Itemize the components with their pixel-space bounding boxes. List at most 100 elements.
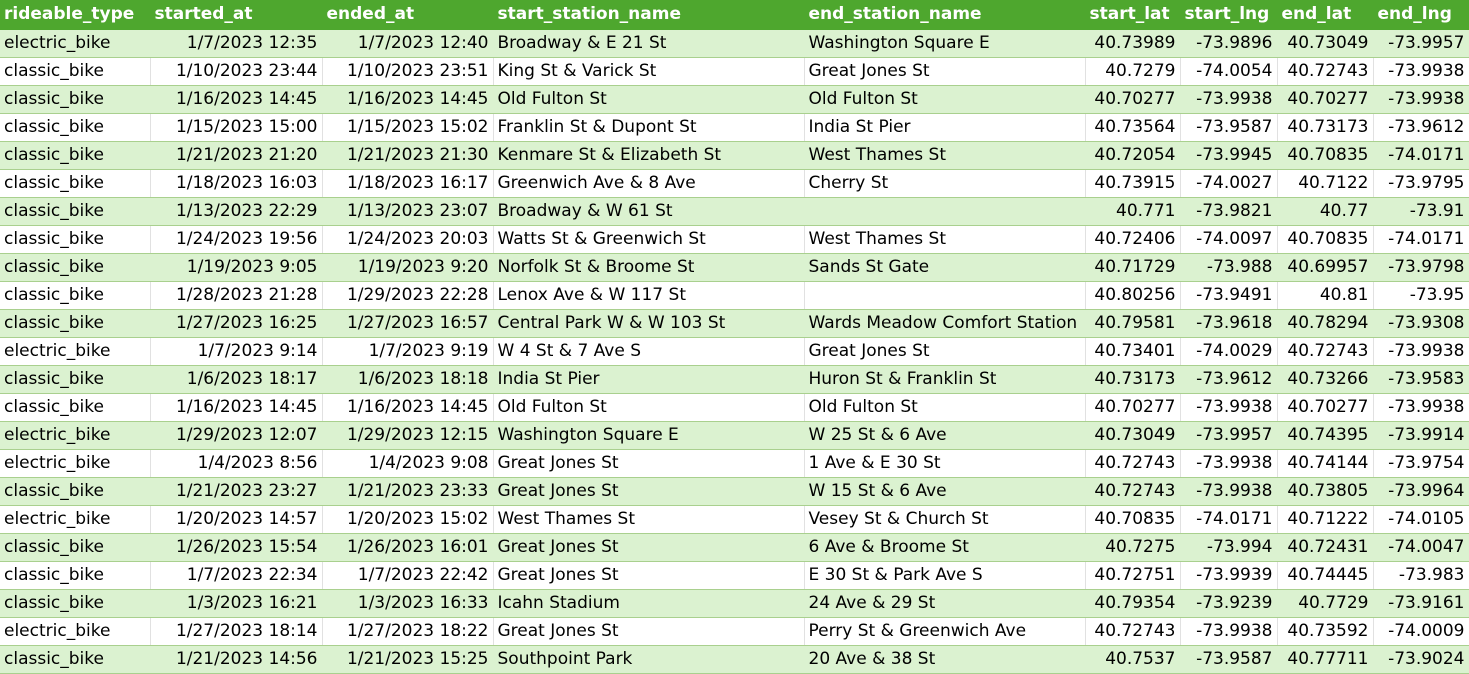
start-lng-cell[interactable]: -73.9938 — [1180, 393, 1278, 422]
end-lat-cell[interactable]: 40.7122 — [1277, 169, 1374, 198]
end-lat-cell[interactable]: 40.73049 — [1277, 29, 1374, 58]
end-lat-cell[interactable]: 40.73805 — [1277, 477, 1374, 506]
start-lat-cell[interactable]: 40.79354 — [1085, 589, 1181, 618]
start-station-name-cell[interactable]: Lenox Ave & W 117 St — [493, 281, 805, 310]
end-lng-cell[interactable]: -73.9754 — [1373, 449, 1469, 478]
start-station-name-cell[interactable]: Great Jones St — [493, 477, 805, 506]
end-lat-cell[interactable]: 40.74395 — [1277, 421, 1374, 450]
end-lng-cell[interactable]: -73.9612 — [1373, 113, 1469, 142]
start-lng-cell[interactable]: -74.0029 — [1180, 337, 1278, 366]
started-at-cell[interactable]: 1/7/2023 22:34 — [150, 561, 323, 590]
end-station-name-cell[interactable]: 6 Ave & Broome St — [804, 533, 1086, 562]
rideable-type-cell[interactable]: classic_bike — [0, 57, 151, 86]
start-station-name-cell[interactable]: West Thames St — [493, 505, 805, 534]
start-station-name-cell[interactable]: Great Jones St — [493, 561, 805, 590]
ended-at-cell[interactable]: 1/6/2023 18:18 — [322, 365, 494, 394]
start-lng-cell[interactable]: -73.9938 — [1180, 477, 1278, 506]
end-lat-cell[interactable]: 40.69957 — [1277, 253, 1374, 282]
end-lng-cell[interactable]: -74.0171 — [1373, 225, 1469, 254]
end-lng-cell[interactable]: -73.91 — [1373, 197, 1469, 226]
end-lat-cell[interactable]: 40.77 — [1277, 197, 1374, 226]
start-lng-cell[interactable]: -73.9939 — [1180, 561, 1278, 590]
start-lng-cell[interactable]: -73.9938 — [1180, 449, 1278, 478]
end-lng-cell[interactable]: -74.0105 — [1373, 505, 1469, 534]
start-lat-cell[interactable]: 40.7279 — [1085, 57, 1181, 86]
end-lat-cell[interactable]: 40.71222 — [1277, 505, 1374, 534]
start-station-name-cell[interactable]: Southpoint Park — [493, 645, 805, 674]
rideable-type-cell[interactable]: classic_bike — [0, 589, 151, 618]
started-at-cell[interactable]: 1/16/2023 14:45 — [150, 393, 323, 422]
start-lng-cell[interactable]: -73.9587 — [1180, 645, 1278, 674]
started-at-cell[interactable]: 1/13/2023 22:29 — [150, 197, 323, 226]
start-lng-cell[interactable]: -73.9491 — [1180, 281, 1278, 310]
ended-at-cell[interactable]: 1/10/2023 23:51 — [322, 57, 494, 86]
ended-at-cell[interactable]: 1/21/2023 21:30 — [322, 141, 494, 170]
start-station-name-cell[interactable]: Old Fulton St — [493, 85, 805, 114]
rideable-type-cell[interactable]: classic_bike — [0, 169, 151, 198]
start-lat-cell[interactable]: 40.771 — [1085, 197, 1181, 226]
start-lat-cell[interactable]: 40.7537 — [1085, 645, 1181, 674]
start-lat-cell[interactable]: 40.73915 — [1085, 169, 1181, 198]
end-station-name-cell[interactable]: Wards Meadow Comfort Station — [804, 309, 1086, 338]
ended-at-cell[interactable]: 1/13/2023 23:07 — [322, 197, 494, 226]
header-cell-end-station-name[interactable]: end_station_name — [804, 0, 1086, 30]
start-lng-cell[interactable]: -73.9239 — [1180, 589, 1278, 618]
rideable-type-cell[interactable]: classic_bike — [0, 253, 151, 282]
rideable-type-cell[interactable]: classic_bike — [0, 645, 151, 674]
rideable-type-cell[interactable]: classic_bike — [0, 225, 151, 254]
ended-at-cell[interactable]: 1/21/2023 23:33 — [322, 477, 494, 506]
end-lng-cell[interactable]: -73.9914 — [1373, 421, 1469, 450]
start-lng-cell[interactable]: -74.0097 — [1180, 225, 1278, 254]
started-at-cell[interactable]: 1/24/2023 19:56 — [150, 225, 323, 254]
start-lng-cell[interactable]: -73.9938 — [1180, 85, 1278, 114]
end-station-name-cell[interactable] — [804, 197, 1086, 226]
started-at-cell[interactable]: 1/20/2023 14:57 — [150, 505, 323, 534]
start-lat-cell[interactable]: 40.70277 — [1085, 393, 1181, 422]
end-lat-cell[interactable]: 40.73592 — [1277, 617, 1374, 646]
start-lng-cell[interactable]: -73.988 — [1180, 253, 1278, 282]
end-station-name-cell[interactable]: 24 Ave & 29 St — [804, 589, 1086, 618]
rideable-type-cell[interactable]: electric_bike — [0, 29, 151, 58]
start-station-name-cell[interactable]: Central Park W & W 103 St — [493, 309, 805, 338]
start-station-name-cell[interactable]: Great Jones St — [493, 617, 805, 646]
rideable-type-cell[interactable]: electric_bike — [0, 617, 151, 646]
started-at-cell[interactable]: 1/27/2023 16:25 — [150, 309, 323, 338]
rideable-type-cell[interactable]: classic_bike — [0, 141, 151, 170]
ended-at-cell[interactable]: 1/26/2023 16:01 — [322, 533, 494, 562]
end-station-name-cell[interactable]: Old Fulton St — [804, 85, 1086, 114]
ended-at-cell[interactable]: 1/15/2023 15:02 — [322, 113, 494, 142]
rideable-type-cell[interactable]: classic_bike — [0, 561, 151, 590]
ended-at-cell[interactable]: 1/29/2023 12:15 — [322, 421, 494, 450]
end-lat-cell[interactable]: 40.72743 — [1277, 337, 1374, 366]
end-lat-cell[interactable]: 40.74144 — [1277, 449, 1374, 478]
started-at-cell[interactable]: 1/3/2023 16:21 — [150, 589, 323, 618]
start-lat-cell[interactable]: 40.79581 — [1085, 309, 1181, 338]
ended-at-cell[interactable]: 1/7/2023 9:19 — [322, 337, 494, 366]
start-lng-cell[interactable]: -74.0171 — [1180, 505, 1278, 534]
ended-at-cell[interactable]: 1/19/2023 9:20 — [322, 253, 494, 282]
start-lng-cell[interactable]: -73.9821 — [1180, 197, 1278, 226]
rideable-type-cell[interactable]: electric_bike — [0, 421, 151, 450]
start-station-name-cell[interactable]: Norfolk St & Broome St — [493, 253, 805, 282]
end-lat-cell[interactable]: 40.70277 — [1277, 393, 1374, 422]
start-station-name-cell[interactable]: Watts St & Greenwich St — [493, 225, 805, 254]
end-station-name-cell[interactable]: Huron St & Franklin St — [804, 365, 1086, 394]
start-station-name-cell[interactable]: Icahn Stadium — [493, 589, 805, 618]
header-cell-start-station-name[interactable]: start_station_name — [493, 0, 805, 30]
end-lng-cell[interactable]: -73.9024 — [1373, 645, 1469, 674]
rideable-type-cell[interactable]: classic_bike — [0, 533, 151, 562]
rideable-type-cell[interactable]: classic_bike — [0, 365, 151, 394]
start-lng-cell[interactable]: -73.9612 — [1180, 365, 1278, 394]
started-at-cell[interactable]: 1/27/2023 18:14 — [150, 617, 323, 646]
end-lng-cell[interactable]: -73.9308 — [1373, 309, 1469, 338]
end-lng-cell[interactable]: -73.9583 — [1373, 365, 1469, 394]
end-lng-cell[interactable]: -73.9964 — [1373, 477, 1469, 506]
start-lat-cell[interactable]: 40.73401 — [1085, 337, 1181, 366]
start-lat-cell[interactable]: 40.71729 — [1085, 253, 1181, 282]
start-lat-cell[interactable]: 40.73173 — [1085, 365, 1181, 394]
end-lng-cell[interactable]: -73.95 — [1373, 281, 1469, 310]
end-station-name-cell[interactable]: West Thames St — [804, 225, 1086, 254]
started-at-cell[interactable]: 1/7/2023 9:14 — [150, 337, 323, 366]
end-lat-cell[interactable]: 40.74445 — [1277, 561, 1374, 590]
end-station-name-cell[interactable]: E 30 St & Park Ave S — [804, 561, 1086, 590]
